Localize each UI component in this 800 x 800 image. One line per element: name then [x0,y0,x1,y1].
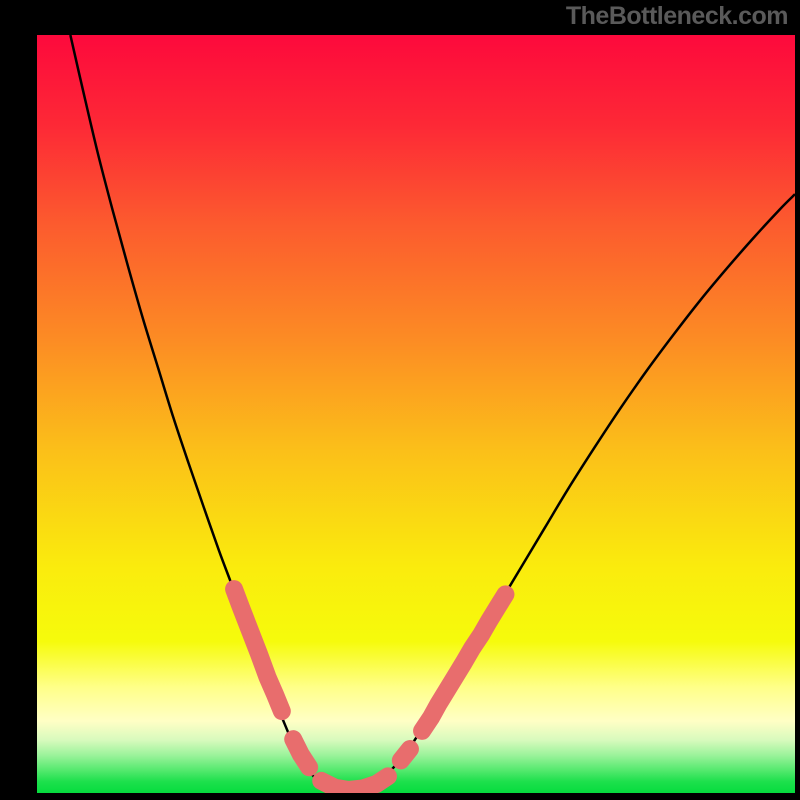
marker-run-right-arm-lower [401,749,410,760]
chart-svg [37,35,795,793]
watermark-text: TheBottleneck.com [566,2,788,31]
chart-plot-area [37,35,795,793]
gradient-background [37,35,795,793]
